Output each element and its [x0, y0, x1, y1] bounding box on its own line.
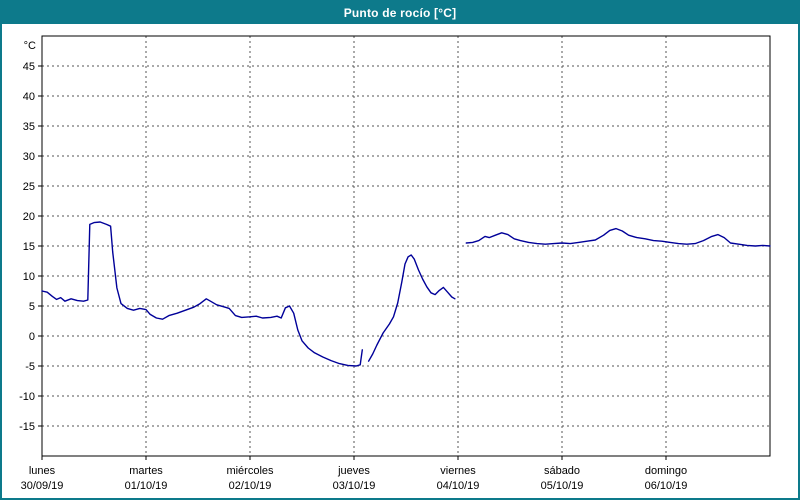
y-tick-label: 45: [23, 61, 35, 73]
x-date-label: 30/09/19: [21, 480, 64, 492]
x-day-label: miércoles: [226, 465, 274, 477]
dew-point-line: [367, 254, 456, 362]
y-tick-label: -15: [19, 421, 35, 433]
x-date-label: 04/10/19: [437, 480, 480, 492]
y-tick-label: 15: [23, 241, 35, 253]
x-date-label: 03/10/19: [333, 480, 376, 492]
dew-point-line: [41, 221, 363, 367]
x-date-label: 06/10/19: [645, 480, 688, 492]
dew-point-line: [465, 227, 771, 247]
y-tick-label: -5: [25, 361, 35, 373]
x-date-label: 01/10/19: [125, 480, 168, 492]
x-day-label: viernes: [440, 465, 476, 477]
x-day-label: lunes: [29, 465, 56, 477]
y-tick-label: 0: [29, 331, 35, 343]
x-day-label: jueves: [337, 465, 370, 477]
y-tick-label: 20: [23, 211, 35, 223]
chart-area: 45 40 35 30 25 20 15 10 5 0 -5 -10 -15 lunes 30/09/19 m…: [2, 24, 798, 498]
x-day-label: sábado: [544, 465, 580, 477]
x-day-label: domingo: [645, 465, 687, 477]
y-tick-label: 30: [23, 151, 35, 163]
dew-point-chart: 45 40 35 30 25 20 15 10 5 0 -5 -10 -15 lunes 30/09/19 m…: [19, 35, 771, 492]
y-axis-unit: °C: [24, 40, 36, 52]
x-date-label: 05/10/19: [541, 480, 584, 492]
y-tick-label: 25: [23, 181, 35, 193]
y-tick-label: 35: [23, 121, 35, 133]
plot-border: [41, 35, 771, 457]
chart-title: Punto de rocío [°C]: [2, 2, 798, 24]
y-tick-label: 10: [23, 271, 35, 283]
y-tick-label: 5: [29, 301, 35, 313]
x-day-label: martes: [129, 465, 163, 477]
y-tick-label: 40: [23, 91, 35, 103]
x-date-label: 02/10/19: [229, 480, 272, 492]
y-tick-label: -10: [19, 391, 35, 403]
